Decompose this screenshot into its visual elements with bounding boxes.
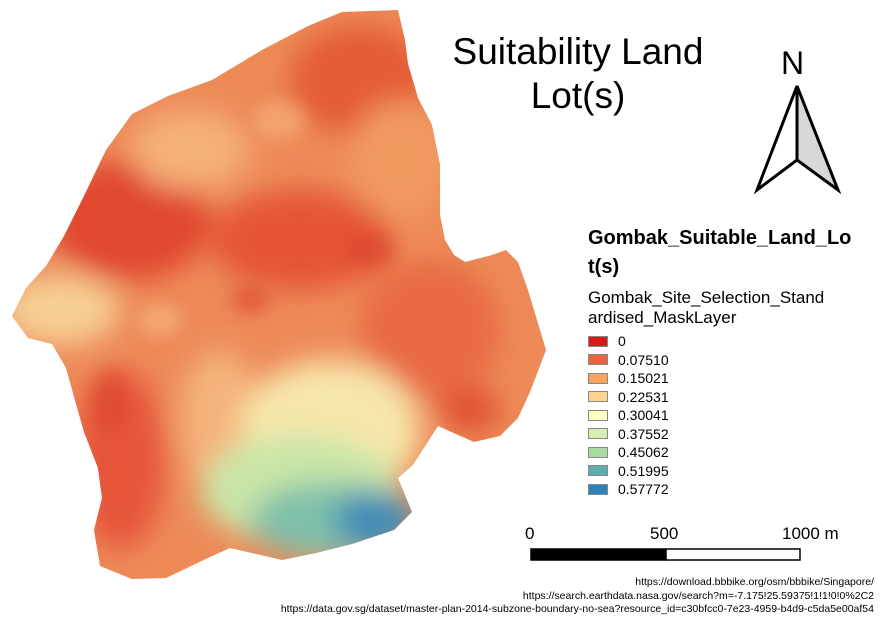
legend-label: 0.15021 — [618, 370, 669, 387]
legend-label: 0.51995 — [618, 462, 669, 479]
north-label: N — [781, 45, 805, 81]
legend-title: Gombak_Suitable_Land_Lot(s) — [588, 227, 852, 278]
source-link: https://search.earthdata.nasa.gov/search… — [522, 589, 874, 602]
legend-label: 0.07510 — [618, 351, 669, 368]
legend: Gombak_Suitable_Land_Lot(s) Gombak_Site_… — [588, 224, 858, 499]
legend-item: 0 — [588, 332, 858, 351]
legend-item: 0.45062 — [588, 443, 858, 462]
legend-item: 0.22531 — [588, 388, 858, 407]
legend-item: 0.51995 — [588, 462, 858, 481]
legend-label: 0.45062 — [618, 444, 669, 461]
source-link: https://download.bbbike.org/osm/bbbike/S… — [635, 576, 874, 588]
legend-item: 0.07510 — [588, 351, 858, 370]
scale-bar — [530, 548, 801, 561]
legend-items: 0 0.07510 0.15021 0.22531 0.30041 0.3755… — [588, 332, 858, 499]
legend-swatch — [588, 465, 608, 477]
data-sources: https://download.bbbike.org/osm/bbbike/S… — [281, 576, 874, 617]
scale-label-1000: 1000 m — [782, 524, 839, 543]
legend-swatch — [588, 409, 608, 421]
legend-swatch — [588, 354, 608, 366]
legend-label: 0.57772 — [618, 481, 669, 498]
scale-label-500: 500 — [650, 524, 679, 543]
legend-item: 0.57772 — [588, 480, 858, 499]
legend-swatch — [588, 391, 608, 403]
legend-swatch — [588, 483, 608, 495]
legend-item: 0.37552 — [588, 425, 858, 444]
legend-swatch — [588, 372, 608, 384]
scale-label-0: 0 — [525, 524, 535, 543]
legend-label: 0.30041 — [618, 407, 669, 424]
legend-item: 0.15021 — [588, 369, 858, 388]
legend-label: 0.37552 — [618, 425, 669, 442]
north-arrow — [753, 85, 842, 195]
legend-label: 0.22531 — [618, 388, 669, 405]
legend-subtitle: Gombak_Site_Selection_Standardised_MaskL… — [588, 288, 825, 327]
legend-swatch — [588, 335, 608, 347]
legend-label: 0 — [618, 333, 626, 350]
legend-swatch — [588, 428, 608, 440]
legend-item: 0.30041 — [588, 406, 858, 425]
map-title: Suitability Land Lot(s) — [452, 31, 704, 116]
source-link: https://data.gov.sg/dataset/master-plan-… — [280, 603, 874, 615]
legend-swatch — [588, 446, 608, 458]
